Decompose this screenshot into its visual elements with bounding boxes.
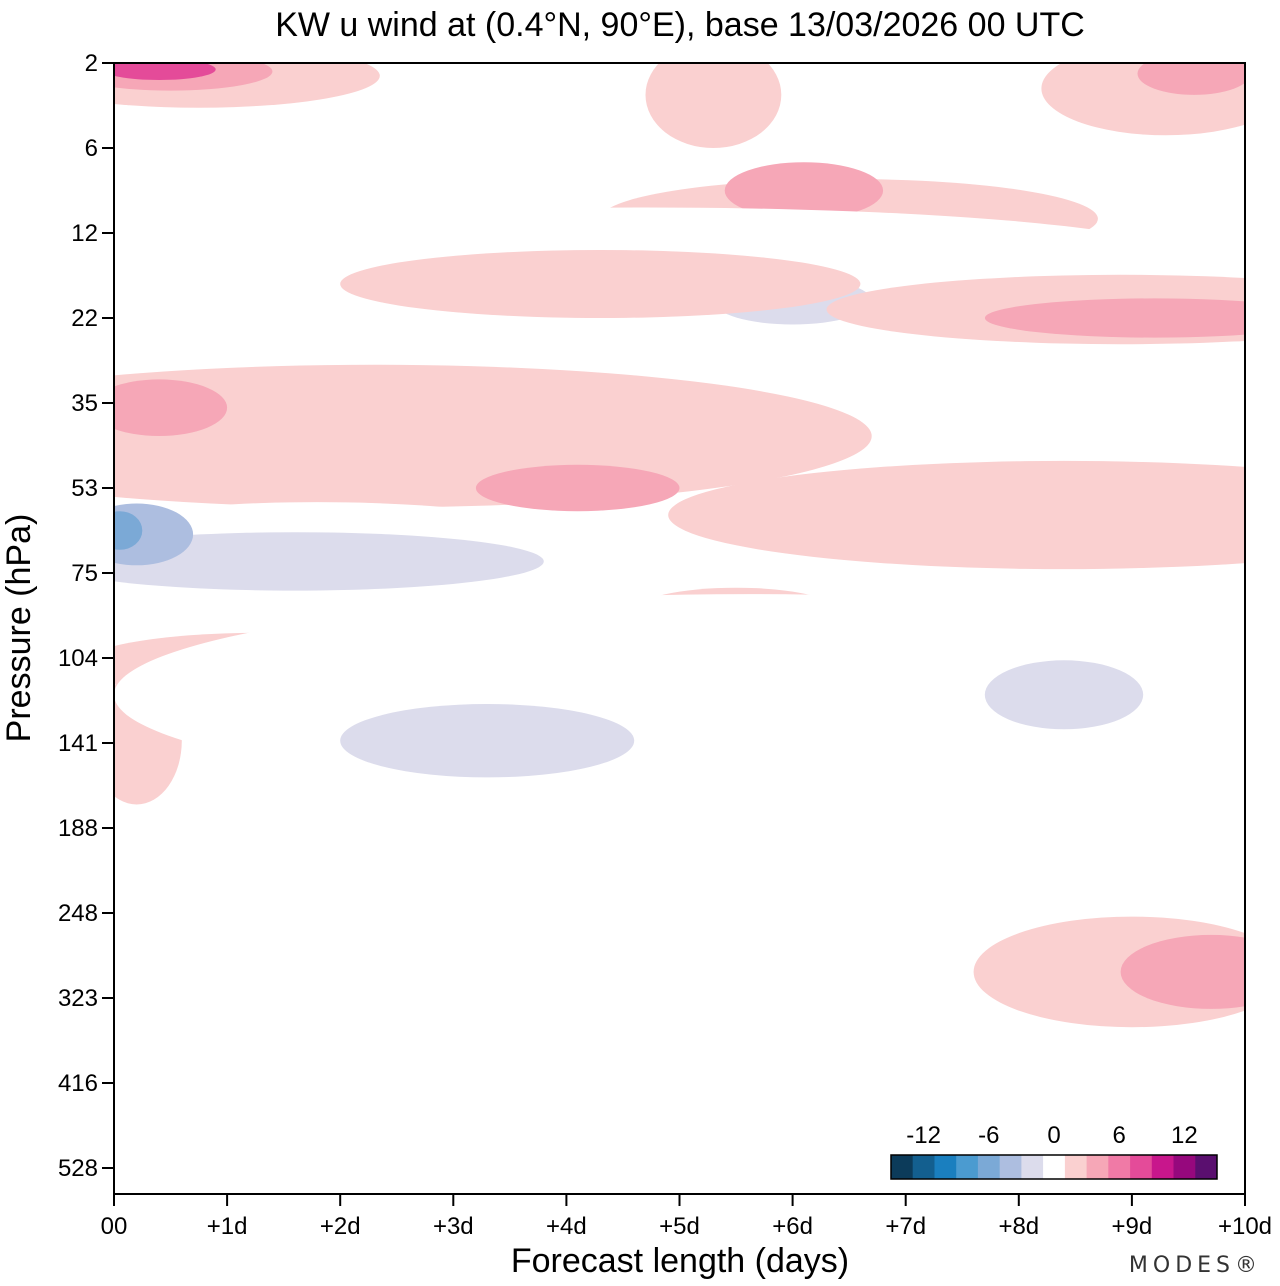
colorbar-swatch [912, 1155, 935, 1179]
region-neg-wide-core-right [984, 660, 1144, 730]
region-pos-300-core [1120, 934, 1245, 1009]
region-neg-wide-core [340, 704, 635, 778]
x-tick-label: +5d [659, 1213, 700, 1240]
x-tick-label: +7d [885, 1213, 926, 1240]
region-neg-36-right [871, 388, 1245, 427]
y-tick-label: 35 [71, 390, 98, 417]
x-tick-label: +8d [998, 1213, 1039, 1240]
region-neg-470 [1098, 1070, 1245, 1178]
region-pos-9-core [724, 162, 884, 219]
colorbar-swatch [1173, 1155, 1196, 1179]
region-pos-42 [114, 364, 872, 508]
region-pos-top-right-core [1137, 63, 1245, 95]
region-neg-520 [215, 1129, 261, 1194]
region-pos-top-mid [645, 63, 782, 148]
colorbar-swatch [999, 1155, 1022, 1179]
y-axis-label: Pressure (hPa) [0, 514, 38, 743]
y-tick-label: 2 [85, 50, 98, 77]
x-tick-label: +1d [207, 1213, 248, 1240]
colorbar-swatch [1195, 1155, 1218, 1179]
x-axis-label: Forecast length (days) [511, 1242, 849, 1280]
region-pos-21-right-core [984, 298, 1245, 338]
x-tick-label: +9d [1112, 1213, 1153, 1240]
y-tick-label: 416 [58, 1070, 98, 1097]
region-pos-top-left-peak [114, 63, 216, 80]
region-pos-60-right [668, 460, 1245, 570]
chart-title: KW u wind at (0.4°N, 90°E), base 13/03/2… [275, 6, 1085, 44]
x-tick-label: +3d [433, 1213, 474, 1240]
colorbar-swatch [956, 1155, 979, 1179]
x-tick-label: +2d [320, 1213, 361, 1240]
colorbar-swatch [1043, 1155, 1066, 1179]
colorbar-swatch [934, 1155, 957, 1179]
y-tick-label: 22 [71, 305, 98, 332]
region-neg-small-6 [114, 105, 137, 149]
x-tick-label: 00 [101, 1213, 128, 1240]
modes-logo: MODES® [1129, 1253, 1262, 1278]
colorbar-label: 12 [1171, 1122, 1198, 1149]
y-tick-label: 75 [71, 560, 98, 587]
colorbar-label: -6 [978, 1122, 999, 1149]
region-neg-70-peak-2 [114, 511, 143, 550]
colorbar-label: -12 [906, 1122, 941, 1149]
colorbar-swatch [1108, 1155, 1131, 1179]
y-tick-label: 248 [58, 900, 98, 927]
colorbar-swatch [1086, 1155, 1109, 1179]
x-tick-label: +6d [772, 1213, 813, 1240]
y-tick-label: 12 [71, 220, 98, 247]
y-tick-label: 53 [71, 475, 98, 502]
region-pos-42-core-mid [475, 464, 680, 512]
y-tick-label: 6 [85, 135, 98, 162]
colorbar-frame [890, 1154, 1218, 1180]
colorbar-label: 0 [1047, 1122, 1060, 1149]
x-tick-label: +10d [1218, 1213, 1272, 1240]
colorbar-swatch [891, 1155, 914, 1179]
contour-regions [114, 63, 1245, 1194]
colorbar-swatch [1151, 1155, 1174, 1179]
x-axis: 00 +1d +2d +3d +4d +5d +6d +7d +8d +9d +10d [101, 1194, 1272, 1240]
colorbar-label: 6 [1113, 1122, 1126, 1149]
y-tick-label: 528 [58, 1155, 98, 1182]
y-axis: 2 6 12 22 35 53 75 104 141 188 248 323 416 528 [58, 50, 114, 1182]
colorbar-swatch [1064, 1155, 1088, 1179]
y-tick-label: 188 [58, 815, 98, 842]
region-pos-18 [340, 250, 861, 318]
colorbar-swatch [1021, 1155, 1044, 1179]
colorbar-swatch [1130, 1155, 1153, 1179]
colorbar-swatch [977, 1155, 1001, 1179]
x-tick-label: +4d [546, 1213, 587, 1240]
colorbar: -12 -6 0 6 12 [890, 1122, 1218, 1180]
region-neg-70-core [114, 532, 544, 591]
y-tick-label: 141 [58, 730, 98, 757]
y-tick-label: 323 [58, 985, 98, 1012]
y-tick-label: 104 [58, 645, 98, 672]
region-pos-42-core-left [114, 379, 228, 436]
